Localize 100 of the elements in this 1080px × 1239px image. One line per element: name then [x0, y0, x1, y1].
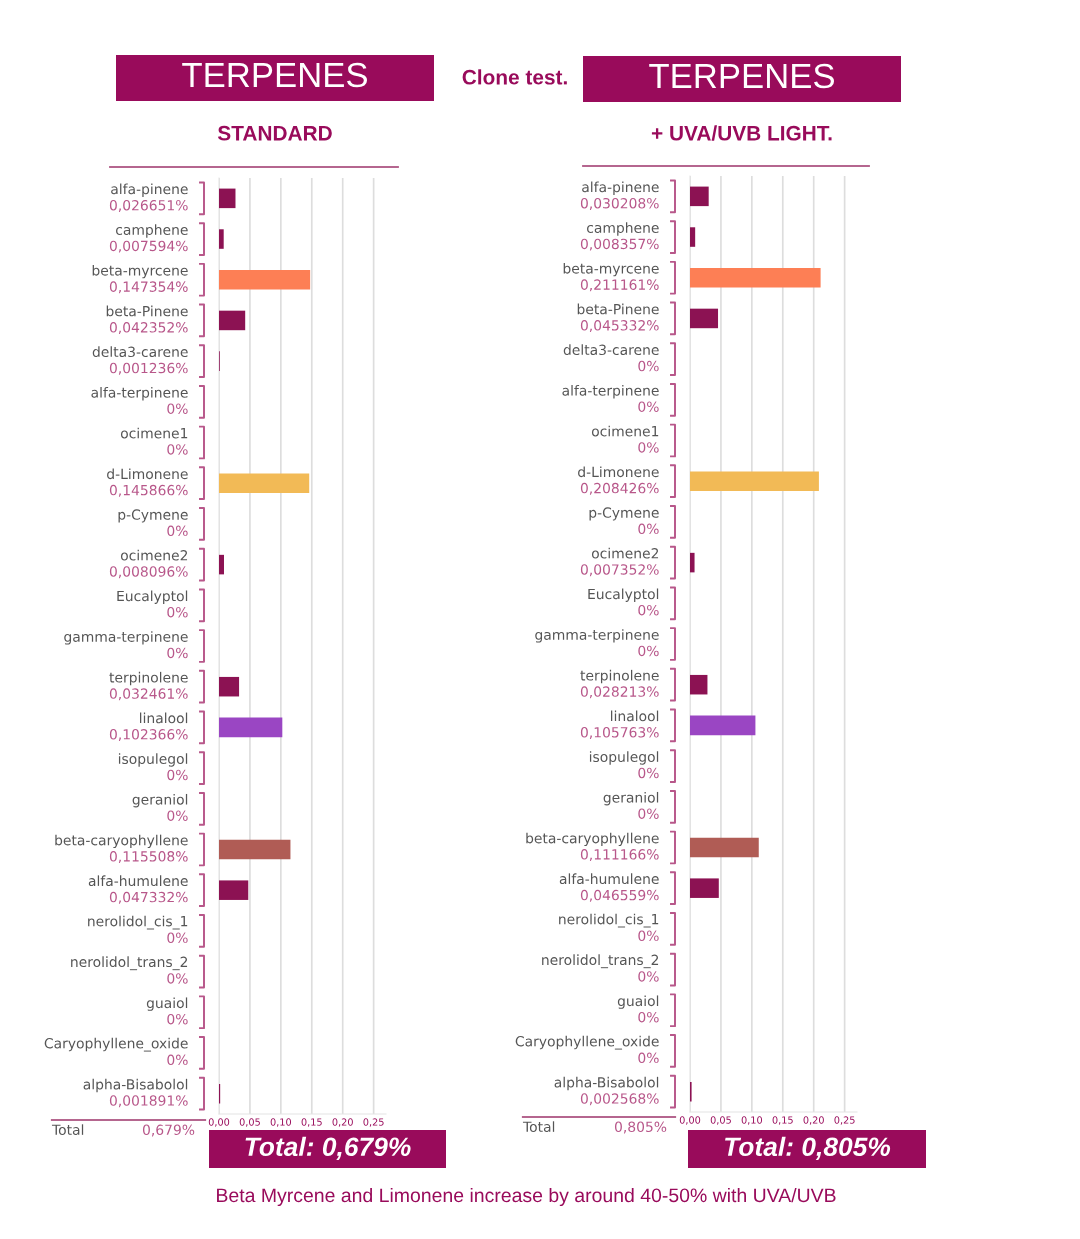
- y-tick-label: camphene: [587, 222, 659, 236]
- bar: [219, 717, 283, 738]
- data-label: 0,030208%: [580, 197, 659, 210]
- x-tick-label: 0,10: [270, 1118, 292, 1127]
- text: Clone test.: [462, 69, 567, 85]
- x-tick-label: 0,00: [208, 1118, 230, 1127]
- bar: [219, 269, 311, 290]
- bar: [219, 554, 225, 575]
- data-label: 0,111166%: [580, 849, 659, 862]
- data-label: 0,007352%: [580, 564, 659, 577]
- y-tick-label: nerolidol_cis_1: [88, 915, 188, 930]
- data-label: 0,008357%: [580, 238, 659, 251]
- y-tick-label: linalool: [611, 710, 659, 722]
- data-label: 0,001236%: [109, 362, 188, 375]
- data-label: 0,115508%: [109, 851, 188, 864]
- data-label: 0%: [638, 360, 659, 372]
- y-tick-label: alpha-Bisabolol: [554, 1076, 659, 1091]
- text: Total: 0,679%: [245, 1136, 411, 1160]
- y-tick-label: linalool: [140, 712, 188, 724]
- data-label: 0%: [638, 971, 659, 982]
- data-label: 0,001891%: [109, 1095, 188, 1108]
- y-tick-label: geraniol: [603, 791, 659, 806]
- data-label: 0%: [638, 604, 659, 616]
- y-tick-label: guaiol: [617, 995, 659, 1009]
- y-tick-label: p-Cymene: [589, 507, 659, 521]
- y-tick-label: d-Limonene: [578, 466, 659, 478]
- data-label: 0%: [167, 932, 188, 944]
- bar: [219, 880, 249, 900]
- data-label: 0,211161%: [580, 279, 659, 292]
- chart-title: TERPENES: [649, 63, 834, 89]
- bar: [219, 473, 310, 493]
- data-label: 0,105763%: [580, 727, 659, 739]
- data-label: 0%: [638, 1011, 659, 1023]
- y-tick-label: ocimene2: [120, 549, 188, 561]
- y-tick-label: nerolidol_cis_1: [559, 913, 659, 928]
- x-tick-label: 0,25: [363, 1118, 384, 1127]
- y-tick-label: delta3-carene: [92, 346, 188, 358]
- y-tick-label: terpinolene: [580, 669, 659, 684]
- y-tick-label: alfa-terpinene: [562, 385, 659, 399]
- text: 0,805%: [614, 1121, 667, 1134]
- chart-title: TERPENES: [182, 62, 367, 88]
- bar: [690, 471, 819, 491]
- data-label: 0%: [167, 1013, 188, 1025]
- data-label: 0%: [167, 647, 188, 659]
- y-tick-label: alfa-humulene: [559, 873, 659, 885]
- y-tick-label: p-Cymene: [118, 509, 188, 523]
- data-label: 0%: [167, 810, 188, 821]
- y-tick-label: alfa-pinene: [582, 181, 659, 195]
- bar: [219, 310, 246, 331]
- x-tick-label: 0,15: [772, 1116, 793, 1125]
- y-tick-label: alpha-Bisabolol: [83, 1078, 188, 1093]
- bar: [219, 676, 240, 697]
- text: Total: [51, 1124, 84, 1136]
- y-tick-label: delta3-carene: [563, 344, 659, 356]
- y-tick-label: gamma-terpinene: [535, 629, 659, 643]
- y-tick-label: beta-Pinene: [106, 305, 188, 317]
- y-tick-label: ocimene2: [591, 547, 659, 559]
- bar: [690, 552, 695, 573]
- data-label: 0,046559%: [580, 889, 659, 902]
- y-tick-label: isopulegol: [118, 753, 188, 767]
- y-tick-label: beta-caryophyllene: [55, 834, 188, 849]
- bar: [219, 188, 236, 209]
- x-tick-label: 0,20: [332, 1118, 353, 1127]
- x-tick-label: 0,15: [301, 1118, 322, 1127]
- chart-subtitle: STANDARD: [217, 125, 332, 141]
- y-tick-label: Eucalyptol: [117, 590, 188, 604]
- y-tick-label: nerolidol_trans_2: [542, 954, 659, 969]
- y-tick-label: ocimene1: [120, 427, 188, 439]
- y-tick-label: beta-caryophyllene: [526, 832, 659, 847]
- data-label: 0%: [167, 769, 188, 781]
- data-label: 0,032461%: [109, 688, 188, 701]
- y-tick-label: alfa-humulene: [88, 875, 188, 887]
- text: Total: 0,805%: [725, 1136, 891, 1160]
- data-label: 0%: [638, 767, 659, 779]
- chart-subtitle: + UVA/UVB LIGHT.: [651, 125, 832, 141]
- data-label: 0,042352%: [109, 322, 188, 334]
- data-label: 0%: [167, 606, 188, 618]
- data-label: 0%: [167, 444, 188, 455]
- data-label: 0%: [638, 442, 659, 453]
- y-tick-label: camphene: [116, 224, 188, 238]
- data-label: 0%: [638, 401, 659, 412]
- x-tick-label: 0,10: [741, 1116, 763, 1125]
- y-tick-label: isopulegol: [589, 751, 659, 765]
- data-label: 0%: [638, 930, 659, 942]
- y-tick-label: gamma-terpinene: [64, 631, 188, 645]
- y-tick-label: geraniol: [132, 793, 188, 808]
- data-label: 0,045332%: [580, 320, 659, 332]
- data-label: 0%: [167, 973, 188, 984]
- x-tick-label: 0,00: [679, 1116, 701, 1125]
- y-tick-label: terpinolene: [109, 671, 188, 686]
- data-label: 0,008096%: [109, 566, 188, 579]
- data-label: 0%: [638, 523, 659, 535]
- text: Beta Myrcene and Limonene increase by around 40-50% with UVA/UVB: [217, 1187, 836, 1207]
- text: 0,679%: [142, 1124, 195, 1137]
- bar: [219, 839, 291, 860]
- y-tick-label: Eucalyptol: [588, 588, 659, 602]
- bar: [690, 674, 708, 695]
- bar: [690, 878, 719, 898]
- data-label: 0,145866%: [109, 484, 188, 497]
- x-tick-label: 0,05: [710, 1116, 731, 1125]
